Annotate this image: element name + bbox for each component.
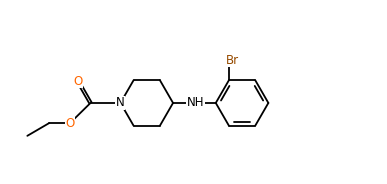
Text: O: O [73, 75, 82, 88]
Text: Br: Br [226, 54, 239, 67]
Text: NH: NH [187, 96, 204, 109]
Text: O: O [65, 116, 75, 130]
Text: N: N [116, 96, 125, 109]
